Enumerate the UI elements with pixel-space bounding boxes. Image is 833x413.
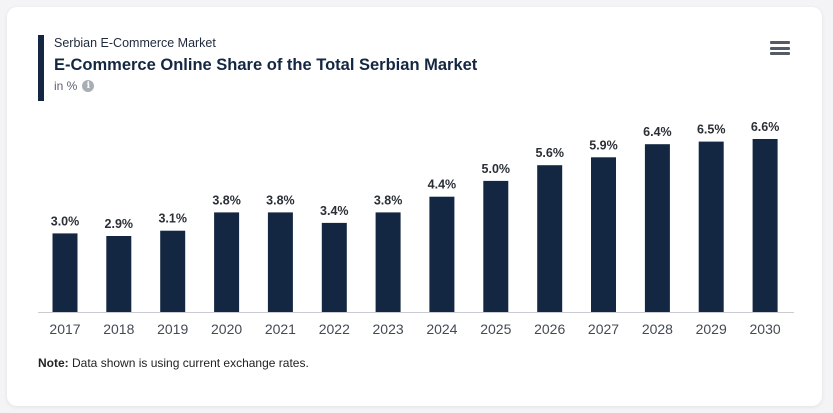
- bar-2030[interactable]: [752, 139, 778, 312]
- x-tick-2022: 2022: [319, 321, 350, 337]
- info-icon[interactable]: i: [82, 80, 95, 92]
- data-label-2024: 4.4%: [428, 178, 457, 192]
- x-tick-2021: 2021: [265, 321, 296, 337]
- x-tick-2023: 2023: [373, 321, 404, 337]
- x-tick-2026: 2026: [534, 321, 565, 337]
- data-label-2021: 3.8%: [266, 193, 295, 207]
- bar-2023[interactable]: [375, 212, 401, 312]
- x-tick-2018: 2018: [103, 321, 134, 337]
- data-label-2025: 5.0%: [482, 162, 511, 176]
- x-tick-2019: 2019: [157, 321, 188, 337]
- data-label-2018: 2.9%: [105, 217, 134, 231]
- x-tick-2030: 2030: [750, 321, 781, 337]
- data-label-2029: 6.5%: [697, 123, 726, 137]
- bar-2026[interactable]: [537, 165, 563, 312]
- title-accent-bar: [38, 35, 44, 101]
- data-label-2017: 3.0%: [51, 214, 80, 228]
- bar-2021[interactable]: [267, 212, 293, 312]
- footnote: Note: Data shown is using current exchan…: [38, 356, 309, 370]
- x-tick-2024: 2024: [426, 321, 457, 337]
- chart-card: Serbian E-Commerce Market E-Commerce Onl…: [7, 7, 822, 406]
- bar-2029[interactable]: [698, 141, 724, 312]
- x-tick-2027: 2027: [588, 321, 619, 337]
- chart-kicker: Serbian E-Commerce Market: [54, 36, 216, 50]
- data-label-2027: 5.9%: [589, 138, 618, 152]
- note-label: Note:: [38, 356, 69, 370]
- bar-2019[interactable]: [160, 230, 186, 312]
- x-tick-2020: 2020: [211, 321, 242, 337]
- data-label-2028: 6.4%: [643, 125, 672, 139]
- chart-title: E-Commerce Online Share of the Total Ser…: [54, 56, 478, 74]
- data-label-2022: 3.4%: [320, 204, 349, 218]
- x-tick-2025: 2025: [480, 321, 511, 337]
- data-label-2023: 3.8%: [374, 193, 403, 207]
- note-text: Data shown is using current exchange rat…: [68, 356, 309, 370]
- data-label-2026: 5.6%: [535, 146, 564, 160]
- bar-2017[interactable]: [52, 233, 78, 312]
- bar-2025[interactable]: [483, 180, 509, 312]
- x-tick-2017: 2017: [49, 321, 80, 337]
- bar-2018[interactable]: [106, 236, 132, 312]
- x-tick-2028: 2028: [642, 321, 673, 337]
- bar-2022[interactable]: [321, 222, 347, 312]
- data-label-2030: 6.6%: [751, 120, 780, 134]
- data-label-2019: 3.1%: [158, 212, 187, 226]
- bar-2027[interactable]: [591, 157, 616, 312]
- hamburger-menu-icon[interactable]: [770, 41, 790, 57]
- bar-2020[interactable]: [214, 212, 240, 312]
- unit-row: in % i: [54, 78, 477, 94]
- chart-header: Serbian E-Commerce Market E-Commerce Onl…: [54, 35, 477, 94]
- data-label-2020: 3.8%: [212, 193, 241, 207]
- bar-2028[interactable]: [644, 144, 670, 312]
- bar-2024[interactable]: [429, 196, 455, 312]
- unit-label: in %: [54, 79, 78, 93]
- x-tick-2029: 2029: [696, 321, 727, 337]
